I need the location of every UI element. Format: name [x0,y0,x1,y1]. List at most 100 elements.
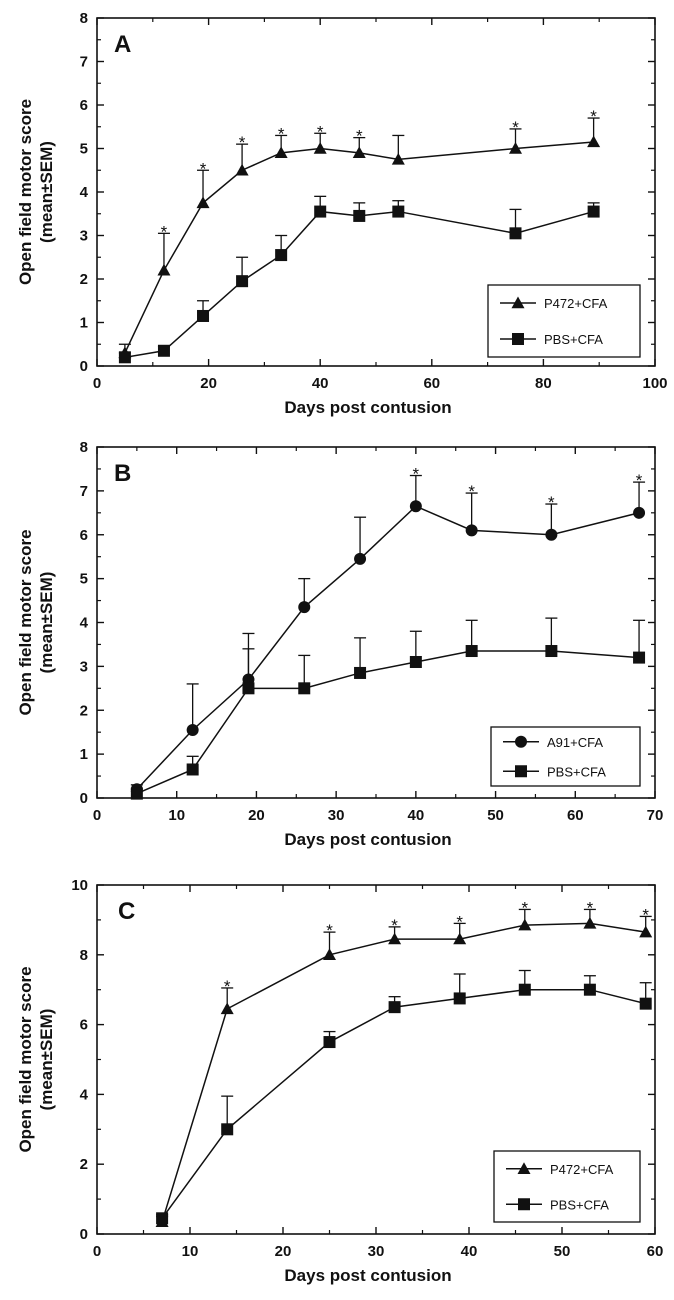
legend-marker [515,765,527,778]
y-tick-label: 6 [80,527,88,544]
data-point [639,997,652,1010]
data-point [242,682,255,695]
series-line [161,922,646,1223]
significance-star: * [224,977,231,996]
legend-label: PBS+CFA [547,764,606,779]
data-point [298,682,311,695]
series-line [124,210,594,359]
data-point [583,983,596,996]
significance-star: * [239,133,246,152]
data-point [274,146,288,159]
x-tick-label: 30 [368,1243,385,1260]
x-tick-label: 40 [312,375,329,392]
x-tick-label: 100 [642,375,667,392]
legend-label: A91+CFA [547,735,603,750]
x-tick-label: 20 [200,375,217,392]
significance-star: * [278,124,285,143]
series-pbs-cfa [130,617,646,800]
significance-star: * [521,898,528,917]
y-tick-label: 2 [80,271,88,288]
data-point [157,263,171,276]
y-tick-label: 2 [80,702,88,719]
significance-star: * [391,916,398,935]
data-point [352,146,366,159]
data-point [354,666,367,679]
y-axis-label: Open field motor score [16,966,35,1152]
data-point [392,205,405,218]
y-tick-label: 4 [80,1086,89,1103]
y-tick-label: 1 [80,746,88,763]
x-tick-label: 20 [248,807,265,824]
x-axis-label: Days post contusion [284,398,451,417]
significance-star: * [590,107,597,126]
y-tick-label: 7 [80,483,88,500]
data-point [518,918,532,931]
y-axis-label-unit: (mean±SEM) [37,141,56,243]
x-axis-label: Days post contusion [284,830,451,849]
data-point [156,1212,169,1225]
series-line [161,988,646,1219]
legend-marker [512,333,524,345]
y-tick-label: 2 [80,1156,88,1173]
data-point [313,142,327,154]
y-tick-label: 0 [80,1226,88,1243]
x-axis-label: Days post contusion [284,1266,451,1285]
data-point [157,344,170,357]
y-axis-label-unit: (mean±SEM) [37,572,56,674]
data-point [353,209,366,222]
legend-marker [517,1162,531,1174]
data-point [314,205,327,218]
series-p472-cfa: * * * * * * * * [118,107,601,359]
data-point [409,655,422,668]
y-axis-label-unit: (mean±SEM) [37,1009,56,1111]
significance-star: * [456,912,463,931]
significance-star: * [468,482,475,501]
data-point [323,948,336,960]
y-tick-label: 8 [80,439,88,456]
x-tick-label: 60 [567,807,584,824]
y-tick-label: 7 [80,54,88,71]
legend-marker [511,296,525,309]
x-tick-label: 60 [647,1243,664,1260]
data-point [633,651,646,664]
series-pbs-cfa [156,969,652,1225]
data-point [118,351,131,364]
significance-star: * [642,905,649,924]
chart-panel-b: 0 10 20 30 40 50 60 70 0 1 2 3 4 5 6 7 8 Days post contus… [16,439,663,849]
x-tick-label: 20 [275,1243,292,1260]
data-point [220,1002,234,1015]
data-point [639,925,653,938]
data-point [354,552,367,565]
legend-label: PBS+CFA [550,1197,609,1212]
significance-star: * [413,465,420,484]
data-point [196,196,210,209]
x-tick-label: 40 [461,1243,478,1260]
panel-letter: B [114,460,131,487]
legend-label: P472+CFA [544,296,608,311]
data-point [130,787,143,800]
significance-star: * [548,493,555,512]
y-tick-label: 1 [80,315,88,332]
y-tick-label: 6 [80,97,88,114]
x-tick-label: 40 [408,807,425,824]
data-point [388,932,402,945]
panel-letter: A [114,31,131,58]
y-tick-label: 5 [80,571,88,588]
chart-panel-a: 0 20 40 60 80 100 0 1 2 3 4 5 6 7 8 Days post contusion… [16,10,668,417]
series-line [124,141,594,354]
data-point [298,601,311,614]
data-point [587,205,600,218]
data-point [583,916,597,929]
data-point [453,932,467,945]
x-tick-label: 0 [93,375,101,392]
significance-star: * [161,222,168,241]
x-tick-label: 50 [554,1243,571,1260]
significance-star: * [356,127,363,146]
x-tick-label: 0 [93,807,101,824]
y-axis-label: Open field motor score [16,99,35,285]
significance-star: * [326,921,333,940]
series-pbs-cfa [118,195,600,364]
y-tick-label: 5 [80,141,88,158]
legend: P472+CFA PBS+CFA [487,284,641,358]
